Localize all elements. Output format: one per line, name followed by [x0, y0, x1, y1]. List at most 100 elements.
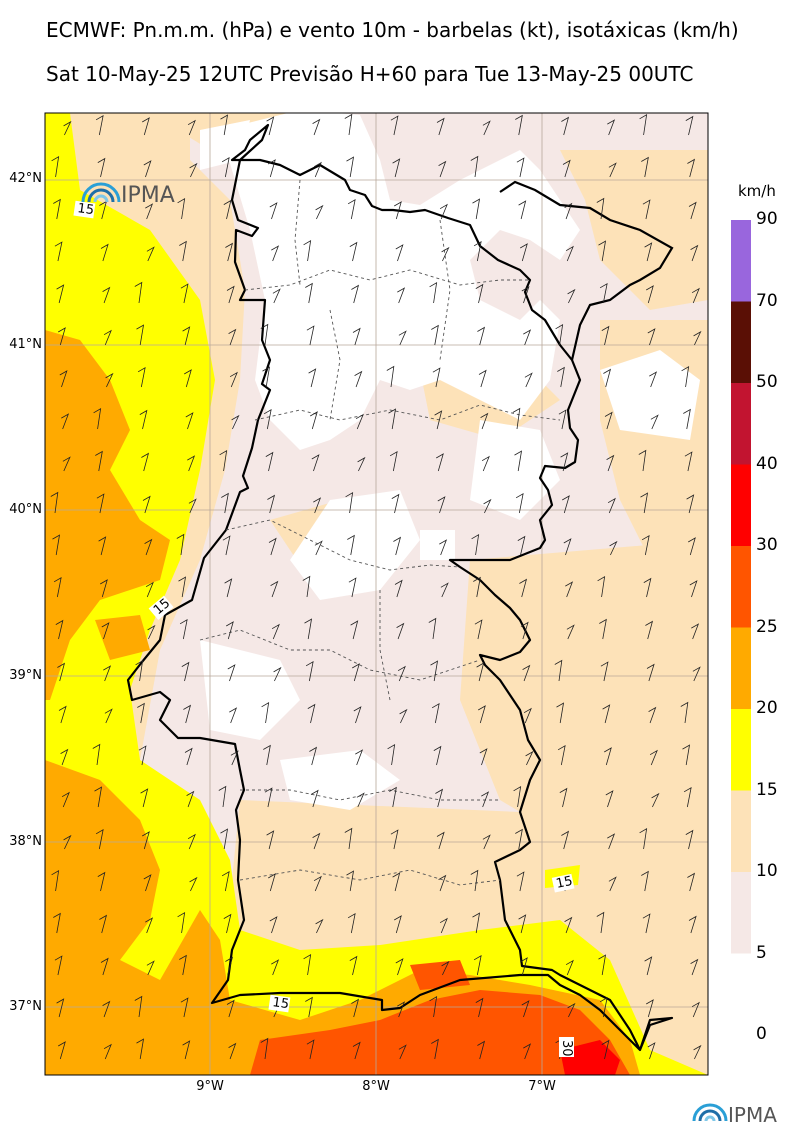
wind-barb	[638, 449, 647, 472]
wind-barb	[305, 661, 314, 682]
wind-barb	[178, 576, 187, 598]
wind-barb	[477, 1040, 486, 1060]
wind-barb	[561, 116, 570, 136]
wind-barb	[228, 328, 237, 346]
wind-barb	[95, 450, 103, 472]
wind-barb	[102, 286, 111, 304]
colorbar-segment	[731, 872, 751, 954]
field-0-5	[200, 113, 700, 810]
wind-barb	[136, 1038, 145, 1060]
wind-barb	[305, 282, 313, 304]
wind-barb	[431, 703, 440, 724]
wind-barb	[92, 743, 101, 766]
wind-barb	[480, 412, 489, 430]
wind-barb	[599, 997, 608, 1018]
wind-barb	[137, 367, 146, 388]
wind-barb	[100, 957, 109, 976]
contour-labels: 15 15 15 15 30	[73, 200, 575, 1057]
wind-barb	[692, 666, 701, 682]
wind-barb	[55, 619, 64, 640]
wind-barb	[390, 115, 399, 136]
wind-barb	[146, 960, 155, 976]
wind-barb	[561, 830, 570, 850]
wind-barb	[100, 243, 109, 262]
wind-barb	[646, 999, 654, 1018]
wind-barb	[477, 326, 486, 346]
wind-barb	[266, 830, 275, 850]
wind-barb	[225, 956, 234, 976]
wind-barb	[176, 533, 185, 556]
contour-label: 30	[559, 1040, 574, 1057]
wind-barb	[145, 917, 154, 934]
wind-barb	[261, 702, 270, 724]
wind-barb	[187, 455, 196, 472]
portugal-border-ne	[499, 180, 674, 361]
wind-barb	[50, 491, 59, 514]
wind-barb	[221, 871, 230, 892]
wind-barb	[439, 539, 448, 556]
colorbar-level-label: 0	[756, 1024, 767, 1044]
wind-barb	[182, 326, 191, 346]
wind-barb	[557, 745, 566, 766]
wind-barb	[345, 492, 354, 514]
wind-barb	[313, 875, 322, 892]
wind-barb	[429, 282, 438, 304]
wind-barbs	[50, 113, 702, 1060]
wind-barb	[647, 1042, 656, 1060]
wind-barb	[313, 161, 322, 178]
lat-label-39: 39°N	[9, 668, 42, 683]
wind-barb	[556, 702, 565, 724]
graticule	[45, 113, 708, 1075]
wind-barb	[51, 156, 60, 178]
lat-label-37: 37°N	[9, 999, 42, 1014]
wind-barb	[303, 954, 312, 976]
wind-barb	[267, 494, 276, 514]
wind-barb	[147, 624, 156, 640]
wind-barb	[184, 369, 192, 388]
contour-label: 15	[271, 995, 289, 1012]
wind-barb	[429, 996, 438, 1018]
wind-barb	[218, 785, 227, 808]
wind-barb	[398, 330, 407, 346]
wind-barb	[428, 617, 437, 640]
wind-barb	[565, 959, 574, 976]
wind-barb	[97, 157, 106, 178]
wind-barb	[312, 118, 321, 136]
wind-barb	[599, 283, 608, 304]
wind-barb	[99, 914, 108, 934]
wind-barb	[351, 284, 360, 304]
wind-barb	[231, 414, 240, 430]
wind-barb	[185, 412, 194, 430]
wind-barb	[596, 911, 605, 934]
wind-barb	[58, 1041, 66, 1060]
wind-barb	[478, 705, 486, 724]
wind-barb	[596, 197, 605, 220]
wind-barb	[394, 201, 402, 220]
wind-barb	[441, 960, 450, 976]
wind-barb	[565, 581, 574, 598]
wind-barb	[439, 203, 448, 220]
map-frame	[44, 112, 709, 1076]
wind-barb	[179, 619, 188, 640]
wind-barb	[57, 662, 66, 682]
wind-barb	[226, 999, 235, 1018]
wind-barb	[691, 287, 700, 304]
wind-barb	[97, 871, 106, 892]
wind-barb	[144, 538, 153, 556]
wind-barb	[146, 246, 155, 262]
wind-barb	[98, 536, 107, 556]
wind-barb	[93, 408, 102, 430]
colorbar-level-label: 30	[756, 535, 778, 555]
wind-barb	[347, 199, 356, 220]
wind-barb	[187, 833, 196, 850]
wind-barb	[398, 1044, 407, 1060]
wind-barb	[142, 495, 151, 514]
wind-barb	[220, 828, 229, 850]
wind-barb	[432, 367, 441, 388]
wind-barb	[481, 455, 490, 472]
wind-barb	[268, 873, 276, 892]
wind-barb	[515, 114, 523, 136]
wind-barb	[142, 117, 150, 136]
wind-barb	[683, 408, 691, 430]
